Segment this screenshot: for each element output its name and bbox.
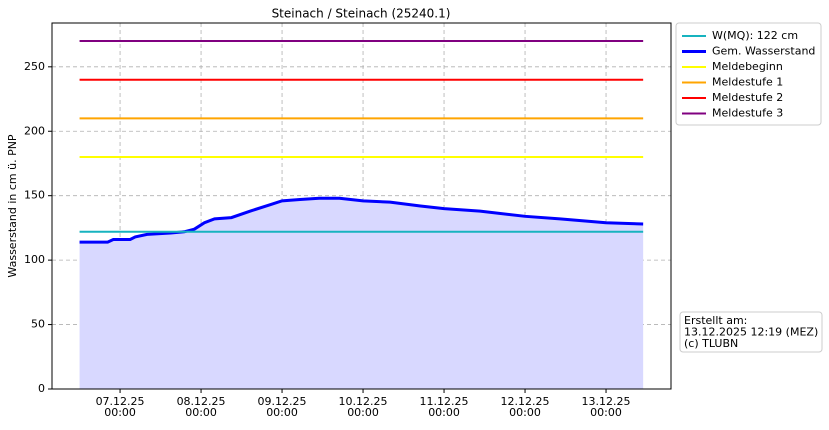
annotation-line: (c) TLUBN: [684, 337, 738, 350]
y-tick-label: 250: [24, 60, 45, 73]
x-tick-label: 08.12.25 00:00: [177, 395, 226, 419]
x-tick-label: 13.12.25 00:00: [582, 395, 631, 419]
annotation-line: Erstellt am:: [684, 314, 747, 327]
x-tick-label: 09.12.25 00:00: [258, 395, 307, 419]
series-line: [79, 196, 644, 244]
y-tick-label: 200: [24, 124, 45, 137]
x-tick-label: 10.12.25 00:00: [339, 395, 388, 419]
legend-label: W(MQ): 122 cm: [712, 29, 798, 42]
y-tick-label: 150: [24, 189, 45, 202]
x-tick-label: 11.12.25 00:00: [420, 395, 469, 419]
legend-label: Meldebeginn: [712, 60, 783, 73]
y-tick-label: 50: [31, 318, 45, 331]
legend-label: Meldestufe 2: [712, 91, 783, 104]
plot-frame: [51, 22, 672, 390]
legend-label: Gem. Wasserstand: [712, 45, 815, 58]
legend-box: [675, 22, 822, 126]
annotation-box: [679, 311, 823, 353]
chart-title: Steinach / Steinach (25240.1): [272, 7, 451, 21]
y-tick-label: 0: [38, 382, 45, 395]
y-axis-label: Wasserstand in cm ü. PNP: [6, 134, 19, 278]
x-tick-label: 07.12.25 00:00: [96, 395, 145, 419]
annotation-line: 13.12.2025 12:19 (MEZ): [684, 326, 818, 339]
area: [79, 198, 644, 389]
y-tick-label: 100: [24, 253, 45, 266]
x-tick-label: 12.12.25 00:00: [501, 395, 550, 419]
legend-label: Meldestufe 3: [712, 107, 783, 120]
legend-label: Meldestufe 1: [712, 76, 783, 89]
